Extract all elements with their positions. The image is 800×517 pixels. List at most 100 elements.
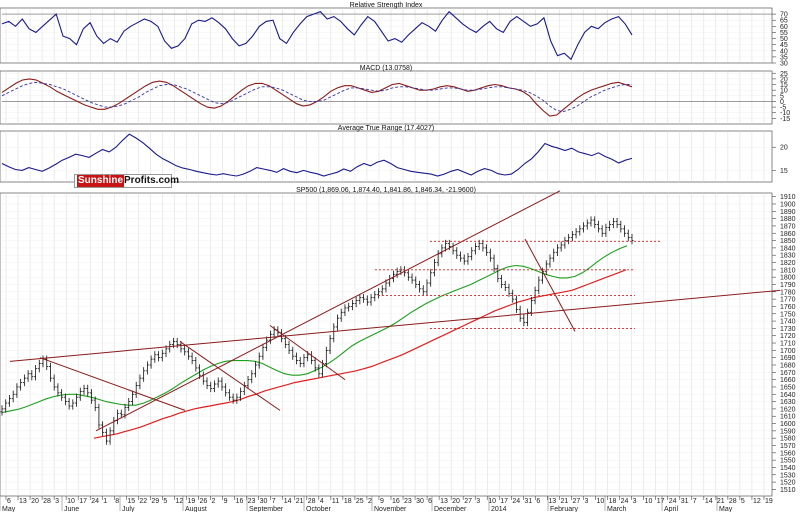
- y-tick-label: 1720: [780, 333, 796, 340]
- x-month-label: 2014: [491, 506, 507, 512]
- y-tick-label: 1640: [780, 392, 796, 399]
- x-tick-label: 19: [765, 498, 773, 505]
- x-tick-label: 20: [31, 498, 39, 505]
- y-tick-label: 1770: [780, 297, 796, 304]
- x-tick-label: 6: [536, 498, 540, 505]
- y-tick-label: 1550: [780, 458, 796, 465]
- x-month-label: April: [664, 506, 678, 512]
- y-tick-label: 1830: [780, 253, 796, 260]
- x-tick-label: 14: [705, 498, 713, 505]
- y-tick-label: 1750: [780, 311, 796, 318]
- y-tick-label: 1910: [780, 194, 796, 201]
- x-tick-label: 23: [248, 498, 256, 505]
- y-tick-label: 1840: [780, 245, 796, 252]
- x-tick-label: 9: [380, 498, 384, 505]
- y-tick-label: 40: [780, 48, 788, 55]
- x-month-label: July: [122, 506, 135, 512]
- panel-price-title: SP500 (1,869.06, 1,874.40, 1,841.86, 1,8…: [296, 187, 476, 194]
- y-tick-label: 1880: [780, 216, 796, 223]
- panel-atr: Average True Range (17.4027): [0, 125, 773, 183]
- x-tick-label: 17: [657, 498, 665, 505]
- panel-rsi-title: Relative Strength Index: [350, 2, 423, 9]
- trend-line: [39, 357, 186, 411]
- x-tick-label: 30: [260, 498, 268, 505]
- y-tick-label: 1570: [780, 443, 796, 450]
- y-tick-label: 1690: [780, 355, 796, 362]
- y-tick-label: 45: [780, 42, 788, 49]
- y-tick-label: 1510: [780, 487, 796, 494]
- x-month-label: May: [2, 506, 16, 512]
- x-tick-label: 2: [212, 498, 216, 505]
- y-tick-label: -5: [780, 105, 786, 112]
- moving-average-green: [1, 245, 628, 414]
- y-tick-label: 1900: [780, 201, 796, 208]
- y-tick-label: 1610: [780, 414, 796, 421]
- panel-macd-frame: [0, 70, 773, 125]
- x-tick-label: 14: [284, 498, 292, 505]
- x-tick-label: 6: [428, 498, 432, 505]
- x-tick-label: 31: [524, 498, 532, 505]
- x-tick-label: 7: [272, 498, 276, 505]
- y-tick-label: 1780: [780, 289, 796, 296]
- y-tick-label: 5: [780, 93, 784, 100]
- y-tick-label: 1680: [780, 362, 796, 369]
- x-tick-label: 1: [103, 498, 107, 505]
- y-tick-label: 1870: [780, 223, 796, 230]
- x-tick-label: 31: [681, 498, 689, 505]
- y-tick-label: 1810: [780, 267, 796, 274]
- x-tick-label: 17: [500, 498, 508, 505]
- x-tick-label: 21: [560, 498, 568, 505]
- y-tick-label: 1580: [780, 436, 796, 443]
- x-month-label: December: [434, 506, 467, 512]
- trend-line: [95, 190, 561, 432]
- panel-atr-title: Average True Range (17.4027): [338, 125, 434, 132]
- series-line-1-0: [1, 78, 633, 117]
- y-tick-label: 1850: [780, 238, 796, 245]
- y-tick-label: 55: [780, 30, 788, 37]
- x-tick-label: 28: [43, 498, 51, 505]
- trend-line: [179, 341, 281, 411]
- series-line-2-0: [1, 133, 633, 177]
- x-month-label: October: [306, 506, 332, 512]
- y-tick-label: 1760: [780, 304, 796, 311]
- x-tick-label: 3: [633, 498, 637, 505]
- sunshine-profits-logo: Sunshine Profits.com: [74, 174, 179, 188]
- x-tick-label: 16: [392, 498, 400, 505]
- x-tick-label: 24: [512, 498, 520, 505]
- x-tick-label: 10: [67, 498, 75, 505]
- x-tick-label: 5: [163, 498, 167, 505]
- y-tick-label: 0: [780, 99, 784, 106]
- x-tick-label: 13: [440, 498, 448, 505]
- y-tick-label: 20: [780, 76, 788, 83]
- x-tick-label: 27: [464, 498, 472, 505]
- trend-line: [269, 325, 346, 381]
- x-tick-label: 30: [416, 498, 424, 505]
- x-tick-label: 18: [344, 498, 352, 505]
- y-tick-label: 1730: [780, 326, 796, 333]
- y-tick-label: -10: [780, 110, 790, 117]
- y-tick-label: 1860: [780, 231, 796, 238]
- x-tick-label: 23: [404, 498, 412, 505]
- y-tick-label: 1620: [780, 406, 796, 413]
- panel-macd: MACD (13.0758): [0, 65, 773, 125]
- x-month-label: May: [719, 506, 733, 512]
- x-tick-label: 27: [572, 498, 580, 505]
- x-tick-label: 19: [187, 498, 195, 505]
- x-tick-label: 12: [753, 498, 761, 505]
- x-tick-label: 12: [175, 498, 183, 505]
- y-tick-label: 1530: [780, 472, 796, 479]
- x-tick-label: 3: [585, 498, 589, 505]
- trend-line: [9, 289, 781, 362]
- y-tick-label: 1790: [780, 282, 796, 289]
- logo-text-sunshine: Sunshine: [77, 175, 125, 187]
- x-tick-label: 13: [19, 498, 27, 505]
- x-tick-label: 29: [151, 498, 159, 505]
- x-month-label: August: [185, 506, 207, 512]
- x-tick-label: 10: [488, 498, 496, 505]
- chart-marks: 303540455055606570-15-10-505101520251520…: [0, 8, 796, 513]
- y-tick-label: -15: [780, 116, 790, 123]
- x-tick-label: 11: [332, 498, 339, 505]
